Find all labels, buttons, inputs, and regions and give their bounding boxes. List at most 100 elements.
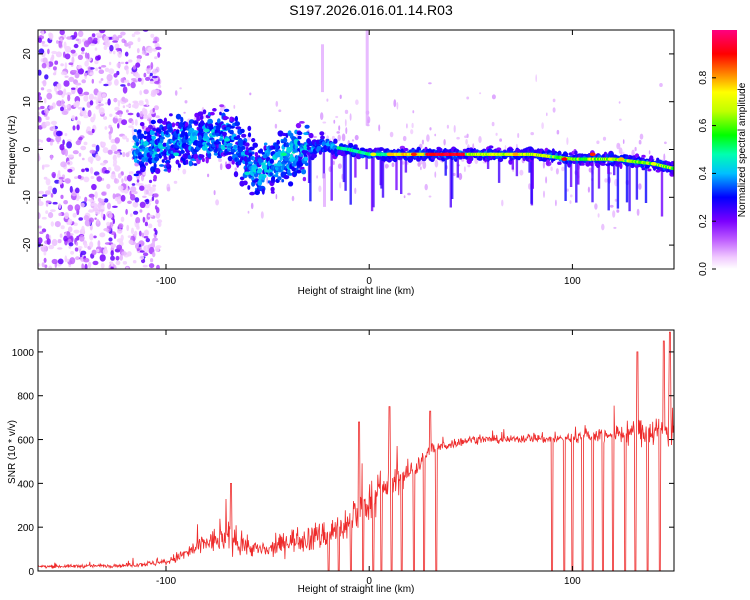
spectrogram-cell — [55, 130, 63, 137]
spectrogram-cell — [88, 209, 93, 213]
spectrogram-cell — [566, 188, 569, 192]
spectrogram-x-tick-label: -100 — [156, 276, 176, 287]
spectrogram-cell — [69, 257, 76, 265]
spectrogram-cell — [76, 124, 80, 131]
spectrogram-tail — [379, 154, 382, 186]
spectrogram-cell — [421, 139, 424, 145]
snr-x-tick-label: -100 — [156, 576, 176, 587]
spectrogram-cell — [135, 62, 141, 68]
spectrogram-tail — [354, 151, 357, 178]
spectrogram-cell — [574, 150, 578, 156]
spectrogram-tail — [456, 154, 459, 178]
spectrogram-marks — [38, 30, 674, 269]
spectrogram-cell — [102, 147, 109, 154]
spectrogram-cell — [613, 226, 617, 229]
spectrogram-cell — [205, 157, 209, 164]
spectrogram-cell — [41, 62, 47, 69]
spectrogram-cell — [601, 223, 605, 231]
spectrogram-cell — [127, 200, 132, 204]
spectrogram-cell — [270, 191, 275, 194]
spectrogram-cell — [89, 233, 94, 241]
spectrogram-cell — [72, 125, 76, 131]
spectrogram-cell — [188, 160, 193, 167]
spectrogram-cell — [69, 185, 73, 193]
spectrogram-cell — [147, 46, 153, 54]
spectrogram-cell — [74, 72, 80, 79]
spectrogram-cell — [220, 106, 224, 112]
spectrogram-cell — [647, 168, 652, 172]
colorbar-label: Normalized spectral amplitude — [737, 82, 748, 217]
spectrogram-cell — [133, 173, 140, 177]
spectrogram-cell — [636, 208, 640, 216]
spectrogram-cell — [227, 142, 233, 146]
spectrogram-cell — [295, 122, 302, 129]
spectrogram-cell — [218, 158, 222, 163]
spectrogram-cell — [219, 163, 223, 171]
spectrogram-cell — [139, 185, 145, 191]
spectrogram-cell — [114, 165, 121, 172]
spectrogram-cell — [240, 128, 245, 134]
spectrogram-cell — [183, 154, 189, 159]
spectrogram-cell — [84, 196, 88, 203]
spectrogram-cell — [297, 135, 302, 140]
spectrogram-cell — [67, 94, 71, 102]
spectrogram-cell — [71, 87, 76, 90]
spectrogram-cell — [75, 241, 79, 246]
spectrogram-cell — [424, 183, 428, 191]
colorbar-ticks: 0.0 0.2 0.4 0.6 0.8 — [698, 70, 716, 276]
spectrogram-cell — [206, 142, 211, 146]
snr-frame — [37, 329, 675, 572]
spectrogram-cell — [83, 176, 90, 183]
spectrogram-peak — [386, 152, 393, 157]
spectrogram-cell — [154, 56, 158, 60]
spectrogram-cell — [75, 140, 82, 146]
spectrogram-cell — [569, 200, 572, 204]
spectrogram-cell — [318, 185, 322, 193]
spectrogram-cell — [70, 250, 75, 255]
spectrogram-cell — [241, 145, 246, 150]
spectrogram-cell — [81, 51, 85, 55]
spectrogram-x-ticks: -100 0 100 — [156, 30, 581, 287]
spectrogram-cell — [86, 126, 91, 132]
spectrogram-cell — [130, 186, 137, 193]
spectrogram-cell — [125, 104, 132, 108]
spectrogram-cell — [64, 212, 69, 220]
spectrogram-y-tick-label: -20 — [22, 237, 33, 252]
spectrogram-cell — [318, 150, 322, 155]
spectrogram-cell — [91, 78, 95, 84]
spectrogram-cell — [110, 144, 117, 152]
spectrogram-cell — [100, 78, 104, 81]
spectrogram-peak — [589, 152, 596, 157]
spectrogram-cell — [180, 133, 185, 138]
spectrogram-cell — [118, 223, 124, 229]
spectrogram-tail — [307, 147, 311, 183]
spectrogram-cell — [155, 46, 162, 50]
spectrogram-cell — [84, 52, 88, 59]
spectrogram-tail — [515, 154, 519, 177]
spectrogram-cell — [122, 135, 128, 140]
spectrogram-cell — [148, 263, 155, 269]
spectrogram-y-label: Frequency (Hz) — [7, 116, 18, 185]
spectrogram-tail — [372, 154, 375, 208]
spectrogram-cell — [488, 145, 494, 149]
spectrogram-cell — [285, 142, 290, 148]
spectrogram-cell — [136, 48, 140, 54]
spectrogram-peak — [443, 152, 450, 157]
spectrogram-cell — [56, 83, 61, 89]
spectrogram-cell — [284, 157, 290, 162]
spectrogram-cell — [38, 48, 45, 55]
spectrogram-cell — [338, 125, 341, 131]
spectrogram-cell — [95, 55, 101, 61]
spectrogram-tail — [531, 154, 534, 189]
spectrogram-cell — [166, 162, 170, 167]
spectrogram-cell — [378, 124, 381, 132]
spectrogram-cell — [155, 168, 161, 174]
spectrogram-cell — [51, 238, 58, 247]
spectrogram-cell — [570, 194, 573, 198]
spectrogram-cell — [336, 131, 341, 134]
spectrogram-cell — [200, 115, 204, 120]
spectrogram-cell — [153, 162, 157, 169]
spectrogram-cell — [299, 121, 305, 124]
spectrogram-cell — [83, 72, 88, 77]
spectrogram-cell — [133, 158, 138, 163]
